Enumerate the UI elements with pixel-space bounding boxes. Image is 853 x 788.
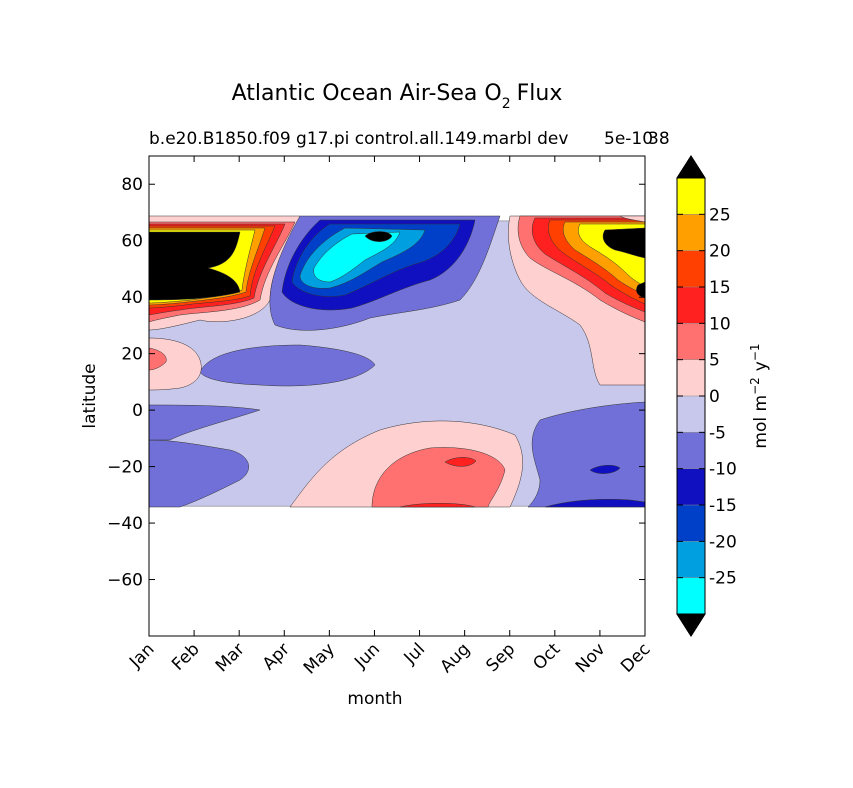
colorbar: -25 -20 -15 -10 -5 0 5 10 15 20 25 <box>676 155 737 637</box>
colorbar-band <box>677 541 705 578</box>
x-tick-label: Nov <box>572 639 610 677</box>
x-axis-label: month <box>347 689 402 709</box>
colorbar-frame <box>676 155 706 637</box>
region-neg-southwest <box>149 439 249 508</box>
y-tick-label: 0 <box>132 401 143 421</box>
y-axis-label: latitude <box>80 363 100 428</box>
colorbar-tick-label: -20 <box>709 532 737 552</box>
x-tick-label: Jan <box>125 639 158 672</box>
x-tick-label: Oct <box>529 639 564 674</box>
x-tick-label: Jun <box>350 639 384 673</box>
y-tick-label: 80 <box>121 175 143 195</box>
colorbar-tick-label: 10 <box>709 314 731 334</box>
colorbar-tick-label: 0 <box>709 387 720 407</box>
region-n-neg25 <box>313 231 401 283</box>
colorbar-band <box>677 323 705 360</box>
colorbar-band <box>677 468 705 505</box>
y-tick-label: 60 <box>121 232 143 252</box>
x-tick-label: Feb <box>168 639 203 674</box>
colorbar-tick-label: 20 <box>709 242 731 262</box>
y-tick-label: −40 <box>107 514 143 534</box>
colorbar-band <box>677 214 705 251</box>
colorbar-band <box>677 577 705 614</box>
colorbar-tick-label: 25 <box>709 205 731 225</box>
colorbar-band <box>677 432 705 469</box>
colorbar-band <box>677 250 705 287</box>
x-tick-label: Dec <box>617 639 654 676</box>
region-neg-equator <box>149 404 261 441</box>
colorbar-band <box>677 359 705 396</box>
region-neg-small-nov <box>589 465 621 474</box>
colorbar-tick-label: 5 <box>709 351 720 371</box>
region-pos-west <box>149 337 202 391</box>
y-tick-label: −60 <box>107 571 143 591</box>
colorbar-extend-max <box>676 155 706 179</box>
region-pos-south-core2 <box>399 503 476 508</box>
y-tick-label: 40 <box>121 288 143 308</box>
colorbar-label: mol m−2y−1 <box>748 343 771 448</box>
chart-subtitle: b.e20.B1850.f09 g17.pi control.all.149.m… <box>149 129 568 149</box>
colorbar-band <box>677 396 705 433</box>
y-tick-label: 20 <box>121 345 143 365</box>
colorbar-tick-label: -10 <box>709 460 737 480</box>
colorbar-band <box>677 287 705 324</box>
offset-label-tail: 38 <box>648 129 670 149</box>
region-ne-black <box>602 227 645 259</box>
region-neg-southeast <box>527 401 645 508</box>
colorbar-tick-label: -15 <box>709 496 737 516</box>
region-n-black-jun <box>364 231 393 242</box>
colorbar-tick-label: -25 <box>709 569 737 589</box>
x-tick-label: Mar <box>212 639 249 676</box>
region-neg-subtropic <box>199 344 376 387</box>
colorbar-tick-label: 15 <box>709 278 731 298</box>
colorbar-band <box>677 505 705 542</box>
colorbar-extend-min <box>676 613 706 637</box>
region-nw-black <box>149 231 241 301</box>
chart-title: Atlantic Ocean Air-Sea O2 Flux <box>232 81 563 112</box>
region-ne-tip <box>619 215 645 223</box>
colorbar-tick-label: -5 <box>709 423 726 443</box>
offset-label: 5e-10 <box>604 129 653 149</box>
x-tick-label: Apr <box>259 639 294 674</box>
heatmap-layer <box>149 215 645 508</box>
colorbar-band <box>677 178 705 215</box>
region-neg-deep-se <box>544 499 645 508</box>
plot-frame <box>148 155 646 637</box>
y-axis: 80 60 40 20 0 −20 −40 −60 <box>107 175 645 591</box>
y-tick-label: −20 <box>107 458 143 478</box>
x-tick-label: May <box>300 639 339 678</box>
x-tick-label: Jul <box>400 639 429 668</box>
x-tick-label: Aug <box>437 639 475 677</box>
region-pos-south-core <box>444 457 477 467</box>
x-tick-label: Sep <box>482 639 519 676</box>
